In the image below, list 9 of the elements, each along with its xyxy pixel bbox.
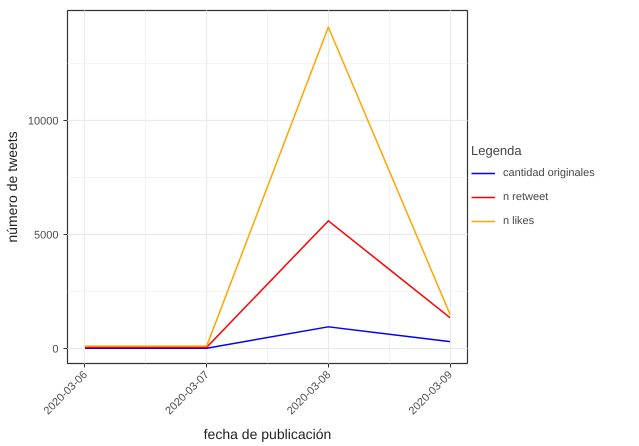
x-axis-title: fecha de publicación [204, 426, 332, 442]
legend-label: n retweet [503, 190, 548, 202]
y-axis-title: número de tweets [4, 131, 20, 243]
y-tick-label: 0 [52, 343, 59, 356]
legend-title: Legenda [471, 142, 523, 158]
legend-label: n likes [503, 214, 534, 226]
legend-label: cantidad originales [503, 166, 595, 178]
y-tick-label: 10000 [28, 116, 59, 128]
y-tick-label: 5000 [34, 230, 59, 242]
